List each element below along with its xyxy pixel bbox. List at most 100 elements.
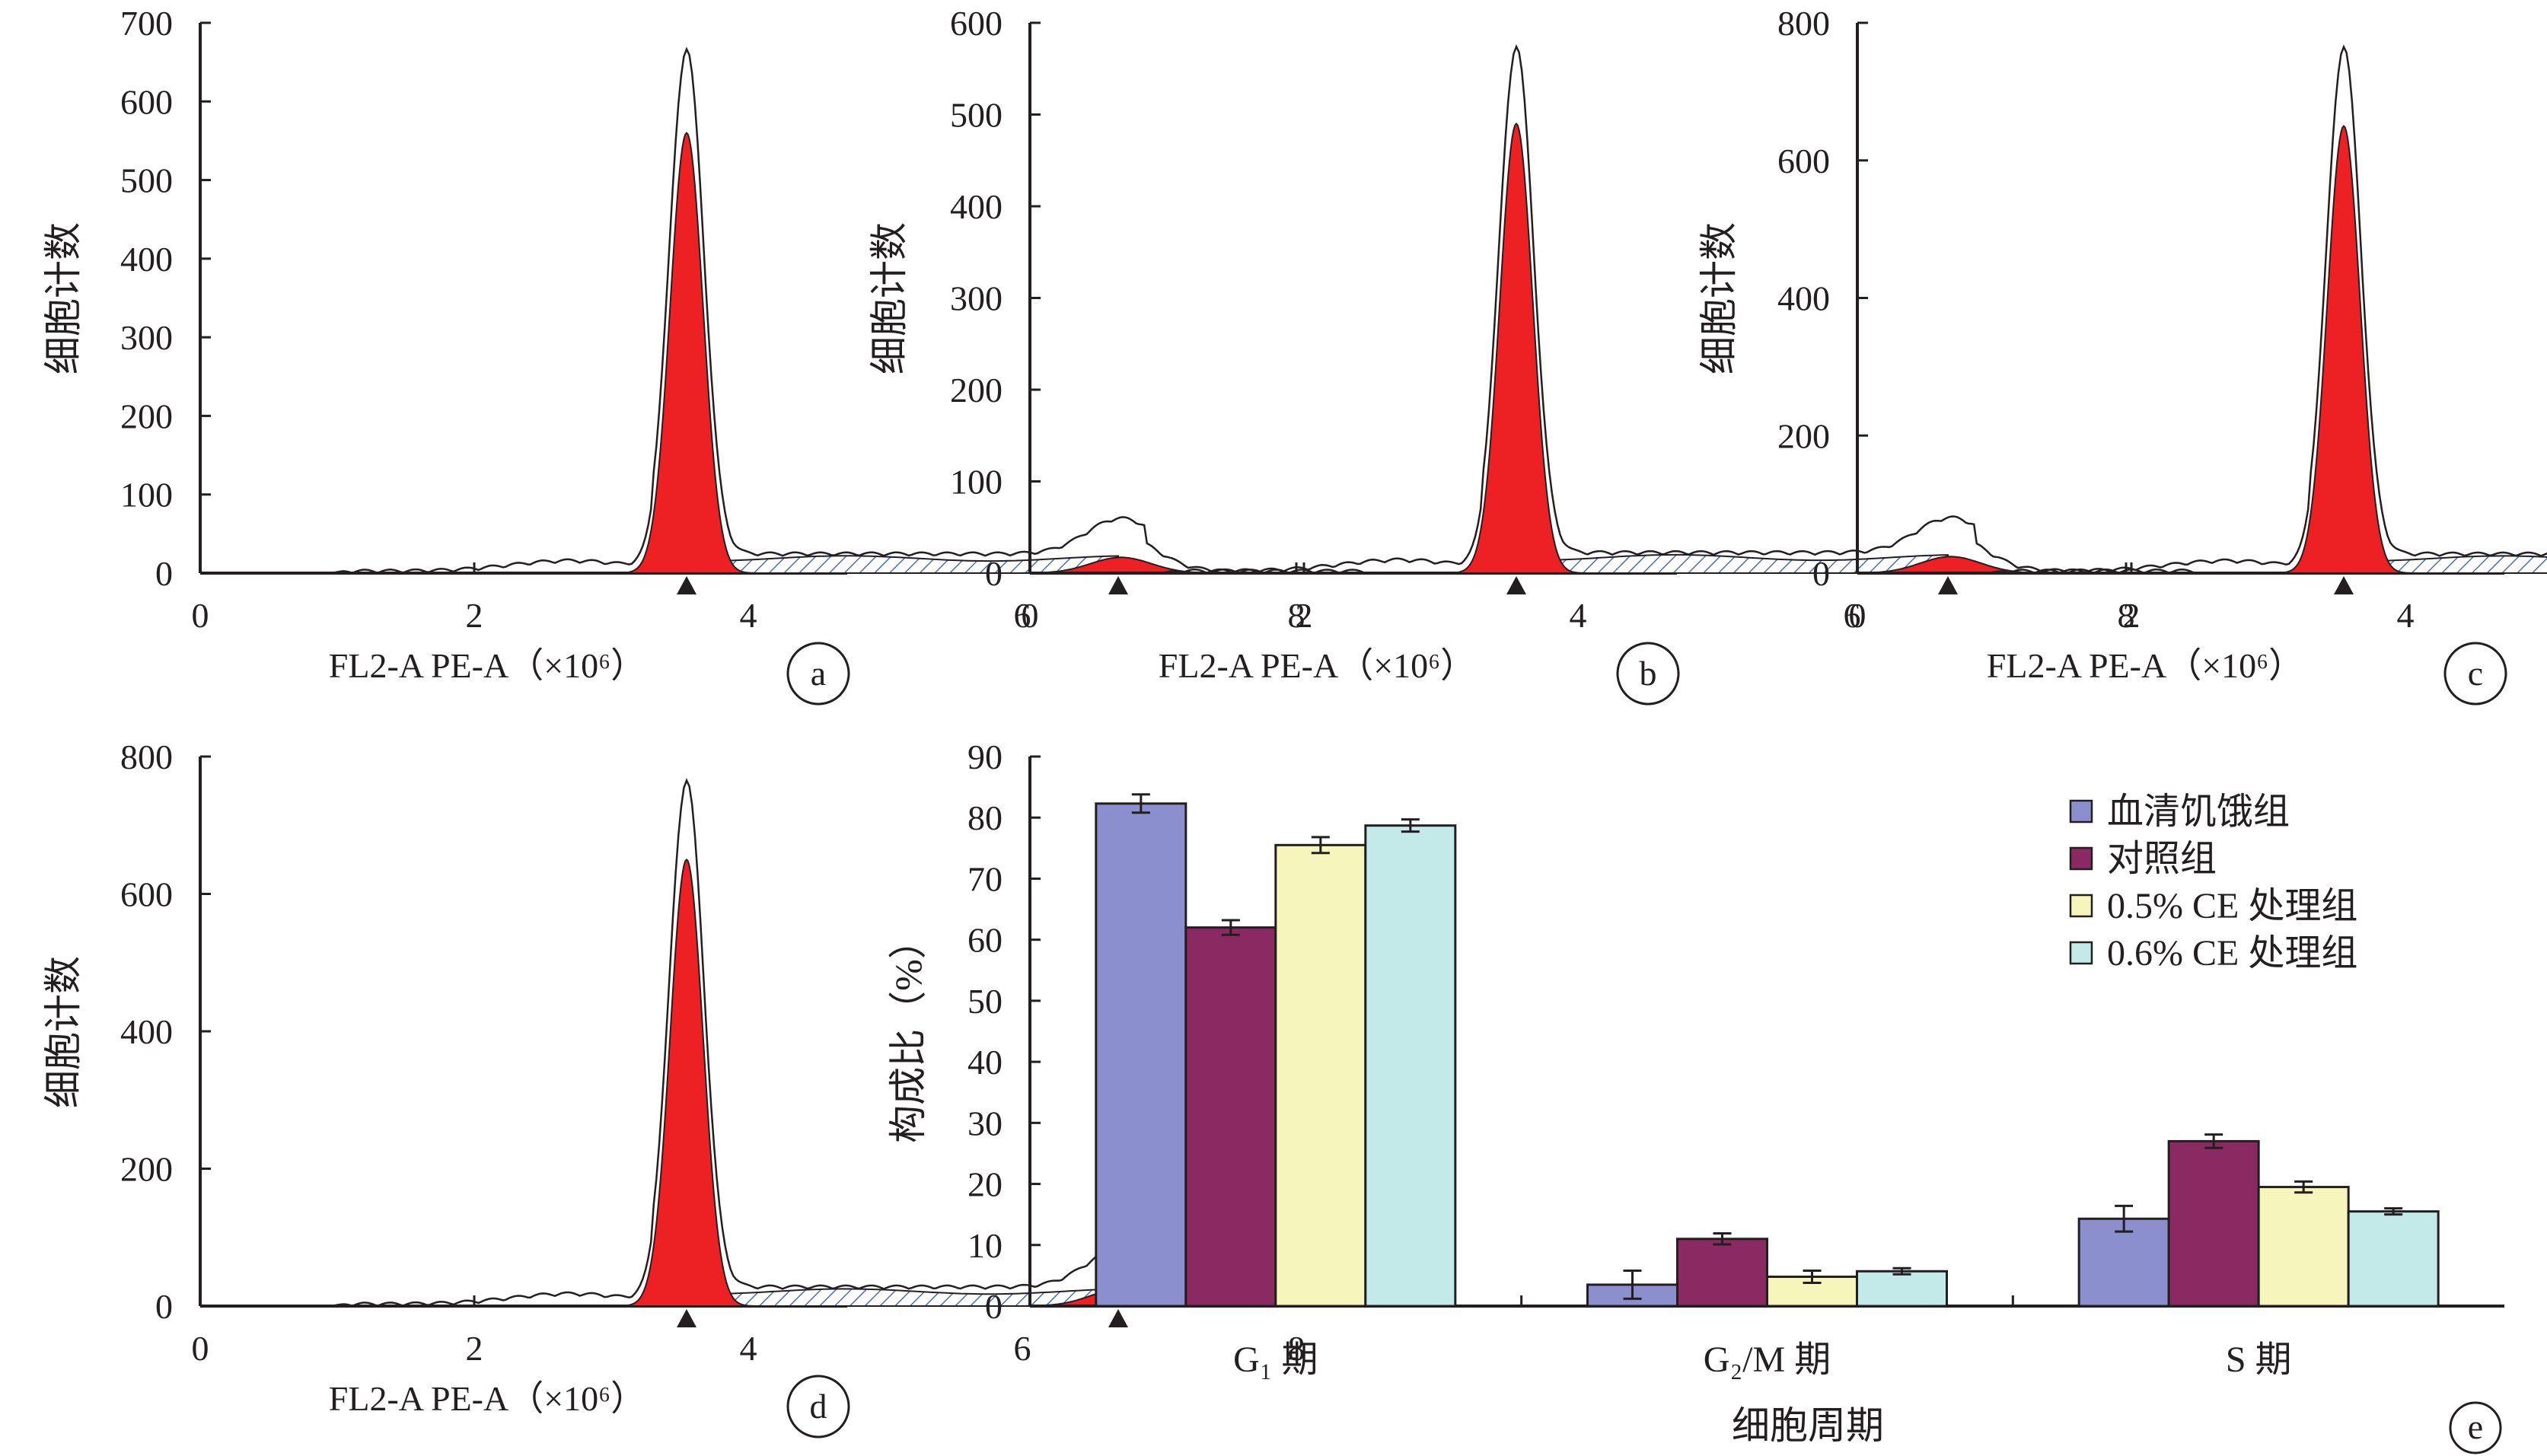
y-axis-label: 细胞计数 bbox=[42, 222, 84, 374]
measured-histogram bbox=[1987, 44, 2547, 575]
x-axis-label: 细胞周期 bbox=[1732, 1404, 1884, 1447]
y-tick-label: 400 bbox=[120, 1012, 173, 1051]
x-tick-label: 4 bbox=[740, 596, 757, 635]
y-tick-label: 400 bbox=[1777, 279, 1830, 318]
y-tick-label: 200 bbox=[120, 397, 173, 435]
x-tick-label: 8 bbox=[1288, 1329, 1305, 1368]
y-tick-label: 500 bbox=[120, 161, 173, 200]
x-axis-label: FL2-A PE-A（×10⁶） bbox=[1987, 646, 2303, 685]
bar bbox=[2257, 1186, 2350, 1308]
y-tick-label: 0 bbox=[155, 554, 173, 593]
y-tick-label: 60 bbox=[967, 921, 1003, 960]
s-phase-region bbox=[686, 555, 1119, 574]
peak-marker bbox=[1938, 576, 1958, 594]
legend-swatch bbox=[2069, 799, 2093, 824]
y-tick-label: 40 bbox=[967, 1043, 1003, 1082]
g1-peak bbox=[611, 858, 762, 1307]
y-tick-label: 200 bbox=[120, 1150, 173, 1189]
y-tick-label: 0 bbox=[985, 554, 1003, 593]
x-tick-label: 0 bbox=[192, 596, 209, 635]
measured-histogram bbox=[330, 46, 1364, 575]
peak-marker bbox=[1108, 1309, 1128, 1327]
y-tick-label: 800 bbox=[1777, 4, 1830, 43]
panel-label-circle bbox=[786, 642, 850, 706]
y-tick-label: 600 bbox=[950, 4, 1003, 43]
y-tick-label: 600 bbox=[120, 875, 173, 914]
x-tick-label: 2 bbox=[2123, 596, 2141, 635]
x-tick-label: 2 bbox=[466, 596, 483, 635]
x-tick-label: 0 bbox=[1022, 596, 1039, 635]
x-tick-label: 6 bbox=[1844, 596, 1861, 635]
y-axis-label: 细胞计数 bbox=[868, 222, 910, 374]
legend-label: 0.5% CE 处理组 bbox=[2107, 886, 2357, 926]
y-tick-label: 70 bbox=[967, 859, 1003, 898]
y-tick-label: 200 bbox=[950, 371, 1003, 409]
x-tick-label: 4 bbox=[740, 1329, 757, 1368]
measured-histogram bbox=[1159, 44, 2194, 575]
bar bbox=[1676, 1238, 1768, 1308]
x-tick-label: 4 bbox=[2397, 596, 2415, 635]
g1-peak bbox=[2268, 125, 2419, 574]
peak-marker bbox=[1108, 576, 1128, 594]
s-phase-region bbox=[1516, 553, 1949, 574]
legend-label: 血清饥饿组 bbox=[2107, 792, 2290, 832]
x-tick-label: 8 bbox=[2118, 596, 2135, 635]
x-tick-label: 8 bbox=[1288, 596, 1305, 635]
legend-swatch bbox=[2069, 941, 2093, 965]
panel-label: d bbox=[810, 1387, 827, 1426]
y-tick-label: 800 bbox=[120, 738, 173, 776]
legend-swatch bbox=[2069, 846, 2093, 871]
peak-marker bbox=[1506, 576, 1526, 594]
bar bbox=[1184, 926, 1277, 1308]
y-tick-label: 100 bbox=[950, 463, 1003, 502]
y-tick-label: 300 bbox=[120, 318, 173, 357]
y-tick-label: 20 bbox=[967, 1165, 1003, 1204]
y-tick-label: 0 bbox=[985, 1287, 1003, 1326]
y-tick-label: 10 bbox=[967, 1226, 1003, 1265]
category-label: G₂/M 期 bbox=[1704, 1340, 1831, 1380]
s-phase-region bbox=[686, 1288, 1119, 1307]
y-tick-label: 400 bbox=[950, 187, 1003, 226]
x-tick-label: 6 bbox=[1014, 596, 1031, 635]
histogram-panel-c: 0 200 400 600 800 0 2 4 6 8 细胞计数 FL2-A PE-A（×10⁶） c bbox=[1697, 4, 2547, 706]
y-tick-label: 700 bbox=[120, 4, 173, 43]
g1-peak bbox=[611, 132, 762, 574]
category-label: G₁ 期 bbox=[1233, 1340, 1318, 1380]
bar bbox=[2167, 1139, 2260, 1308]
bar-chart-panel-e: 0 10 20 30 40 50 60 70 80 90 G₁ 期 G₂/M 期 S 期 构成比（%） 细胞… bbox=[887, 738, 2504, 1454]
x-tick-label: 6 bbox=[1014, 1329, 1031, 1368]
panel-label: c bbox=[2468, 654, 2483, 693]
peak-marker bbox=[677, 1309, 697, 1327]
panel-label-circle bbox=[786, 1375, 850, 1438]
y-tick-label: 600 bbox=[120, 82, 173, 121]
x-tick-label: 0 bbox=[1849, 596, 1866, 635]
peak-marker bbox=[677, 576, 697, 594]
bar bbox=[1274, 843, 1367, 1308]
panel-label: e bbox=[2468, 1407, 2483, 1446]
bar bbox=[1856, 1270, 1948, 1308]
x-axis-label: FL2-A PE-A（×10⁶） bbox=[1159, 646, 1475, 685]
x-axis-label: FL2-A PE-A（×10⁶） bbox=[329, 1379, 646, 1418]
y-tick-label: 400 bbox=[120, 240, 173, 279]
y-tick-label: 300 bbox=[950, 279, 1003, 318]
x-tick-label: 0 bbox=[192, 1329, 209, 1368]
legend-label: 对照组 bbox=[2107, 839, 2217, 879]
bar bbox=[1095, 802, 1187, 1308]
panel-label-circle bbox=[2449, 1401, 2502, 1454]
y-tick-label: 50 bbox=[967, 982, 1003, 1021]
y-axis-label: 细胞计数 bbox=[1697, 222, 1740, 374]
x-tick-label: 2 bbox=[1296, 596, 1313, 635]
g1-peak bbox=[1441, 122, 1592, 574]
y-tick-label: 0 bbox=[1812, 554, 1830, 593]
y-tick-label: 30 bbox=[967, 1104, 1003, 1142]
y-tick-label: 600 bbox=[1777, 142, 1830, 180]
x-tick-label: 2 bbox=[466, 1329, 483, 1368]
category-label: S 期 bbox=[2226, 1340, 2292, 1380]
y-tick-label: 90 bbox=[967, 738, 1003, 776]
panel-label-circle bbox=[1616, 642, 1680, 706]
bar bbox=[2347, 1210, 2440, 1308]
